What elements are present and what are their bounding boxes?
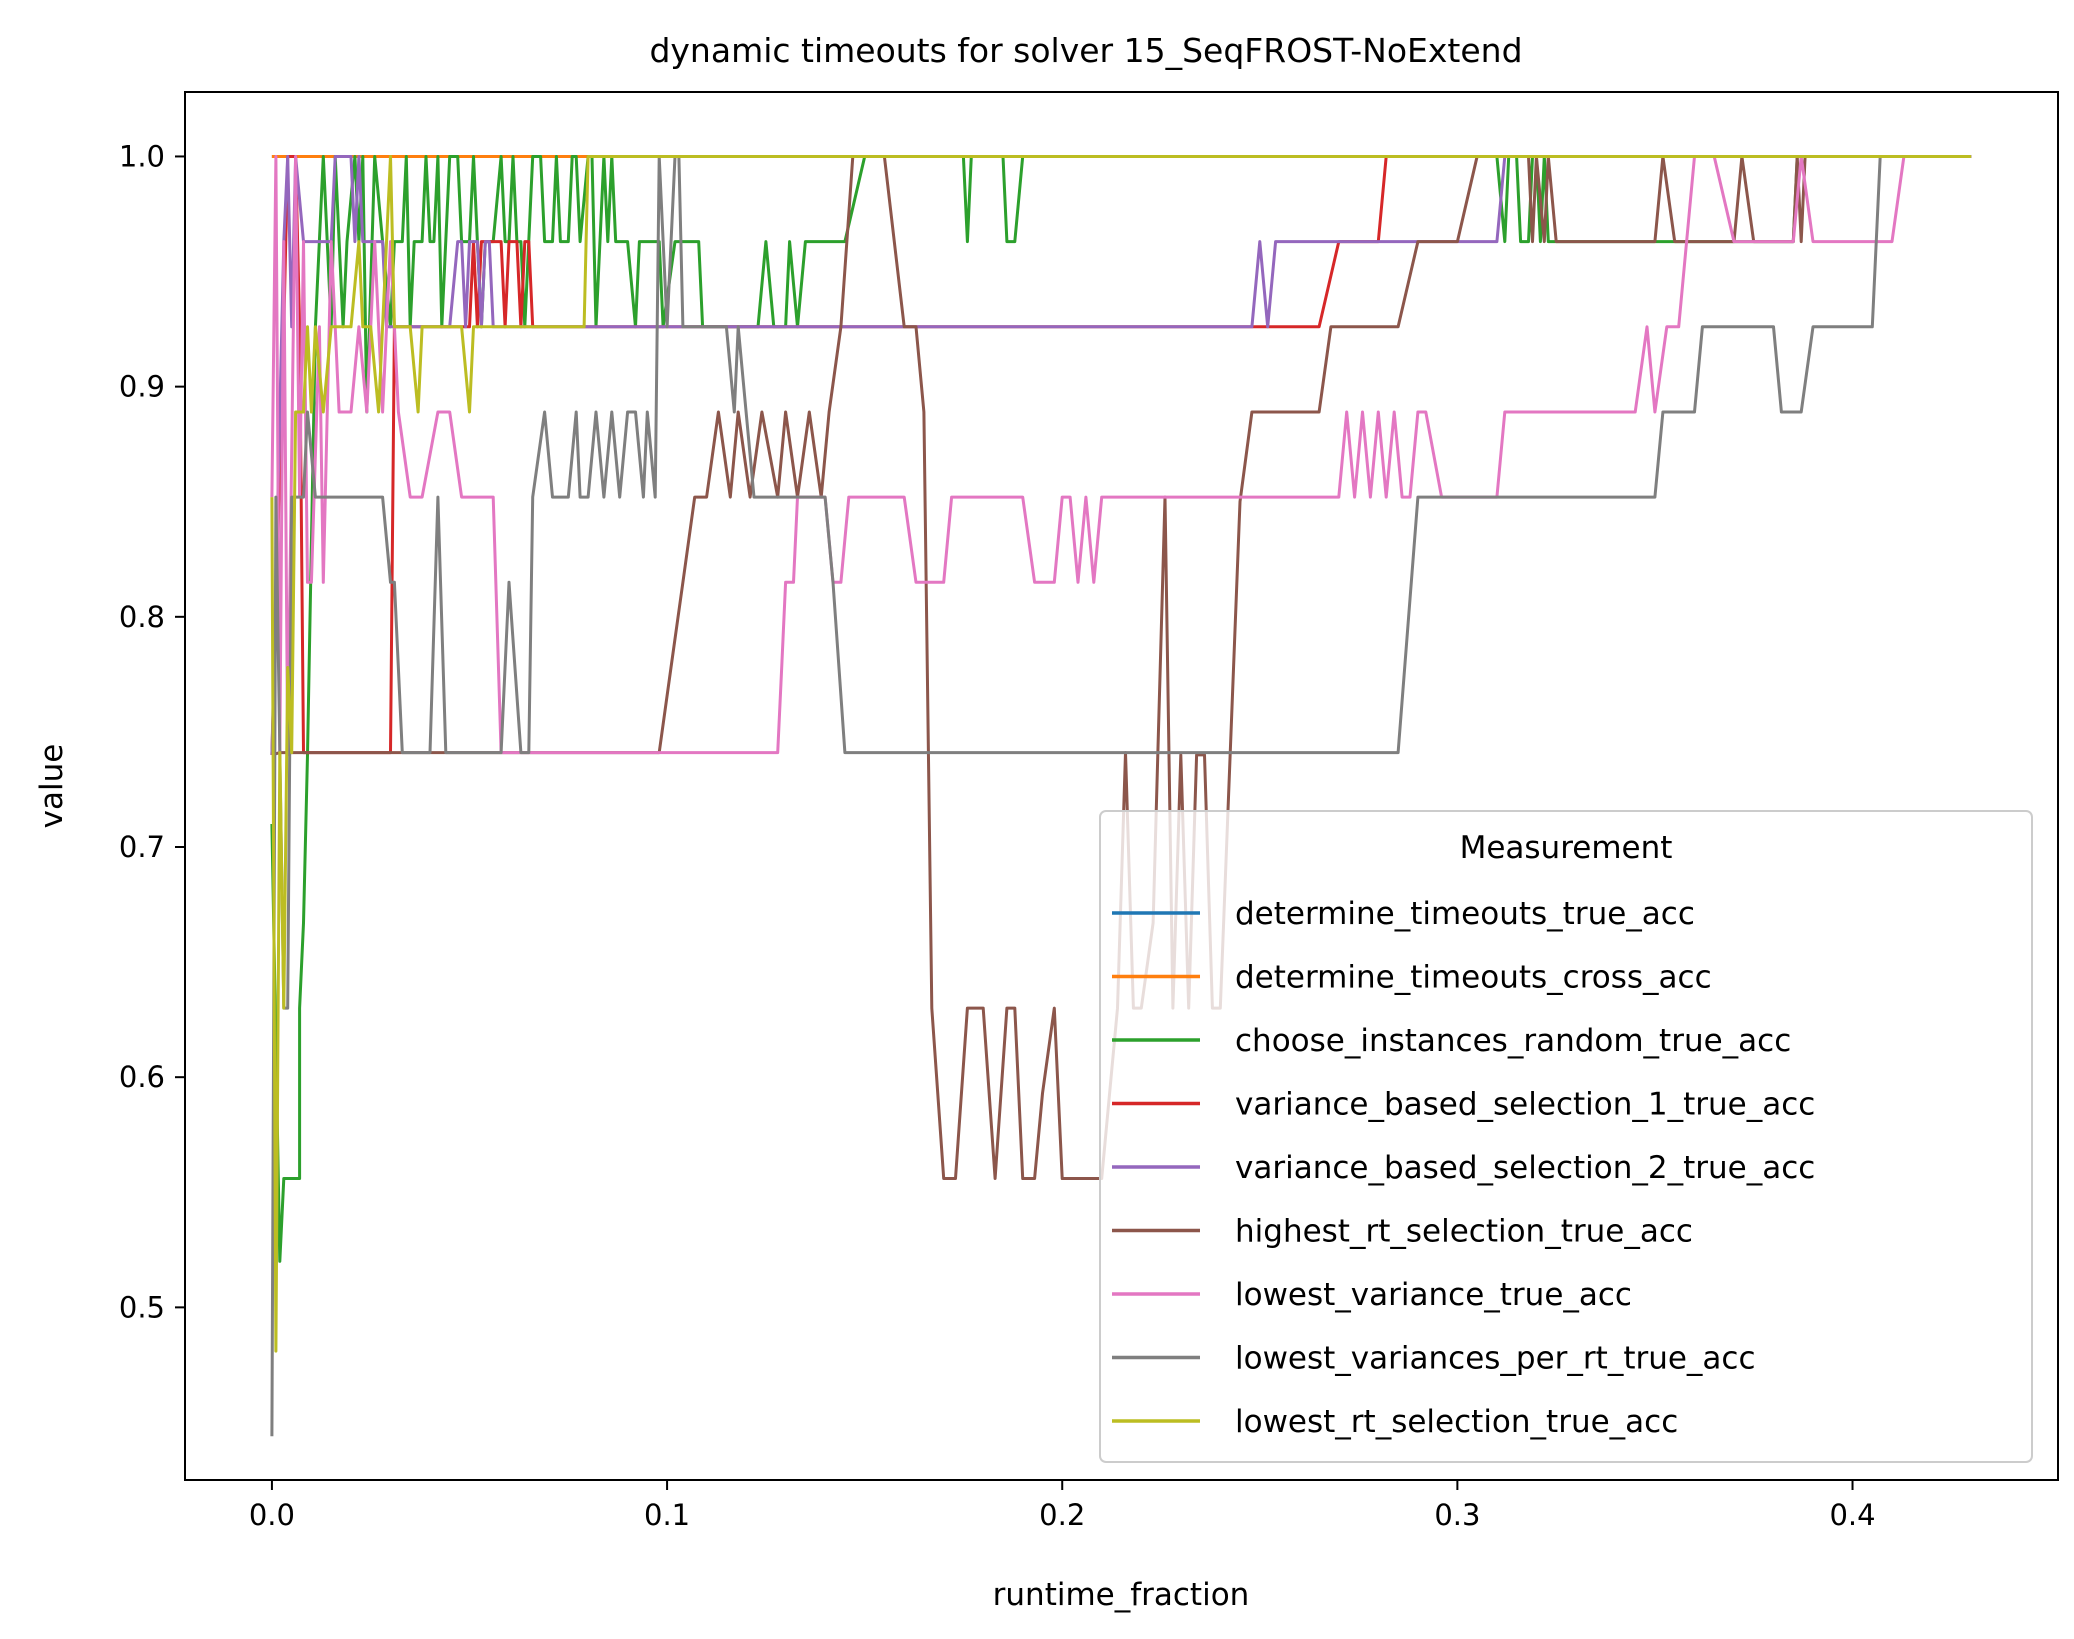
legend-label-9: lowest_rt_selection_true_acc <box>1235 1404 1678 1440</box>
x-tick-label: 0.2 <box>1039 1498 1085 1532</box>
y-tick-label: 0.9 <box>119 370 165 404</box>
x-tick-label: 0.1 <box>644 1498 690 1532</box>
y-tick-label: 0.6 <box>119 1060 165 1094</box>
plot-frame <box>184 91 2059 1481</box>
series-line-3 <box>270 155 1972 1263</box>
x-tick-label: 0.3 <box>1434 1498 1480 1532</box>
y-tick-label: 0.7 <box>119 830 165 864</box>
series-line-9 <box>270 155 1972 1353</box>
y-axis-label: value <box>34 744 70 829</box>
legend-box <box>1099 810 2033 1463</box>
legend-label-6: highest_rt_selection_true_acc <box>1235 1214 1693 1250</box>
x-tick-label: 0.4 <box>1829 1498 1875 1532</box>
series-line-7 <box>270 155 1972 757</box>
y-tick-label: 0.5 <box>119 1290 165 1324</box>
series-line-4 <box>270 155 1972 755</box>
legend-label-5: variance_based_selection_2_true_acc <box>1235 1150 1815 1186</box>
x-tick-label: 0.0 <box>249 1498 295 1532</box>
legend-label-8: lowest_variances_per_rt_true_acc <box>1235 1341 1756 1377</box>
legend-label-2: determine_timeouts_cross_acc <box>1235 960 1712 996</box>
legend-label-7: lowest_variance_true_acc <box>1235 1277 1632 1313</box>
series-line-8 <box>270 155 1972 1437</box>
legend-label-4: variance_based_selection_1_true_acc <box>1235 1087 1815 1123</box>
legend: Measurement determine_timeouts_true_accd… <box>1099 810 2033 1463</box>
legend-label-3: choose_instances_random_true_acc <box>1235 1023 1791 1059</box>
x-axis-label: runtime_fraction <box>993 1577 1250 1613</box>
legend-items: determine_timeouts_true_acc determine_tim… <box>1112 896 1815 1440</box>
legend-title: Measurement <box>1460 830 1673 866</box>
y-tick-label: 0.8 <box>119 600 165 634</box>
legend-label-1: determine_timeouts_true_acc <box>1235 896 1695 932</box>
y-axis: 0.5 0.6 0.7 0.8 0.9 1.0 <box>119 139 185 1324</box>
y-tick-label: 1.0 <box>119 139 165 173</box>
x-axis: 0.0 0.1 0.2 0.3 0.4 <box>249 1480 1876 1532</box>
chart-title: dynamic timeouts for solver 15_SeqFROST-… <box>649 31 1522 70</box>
